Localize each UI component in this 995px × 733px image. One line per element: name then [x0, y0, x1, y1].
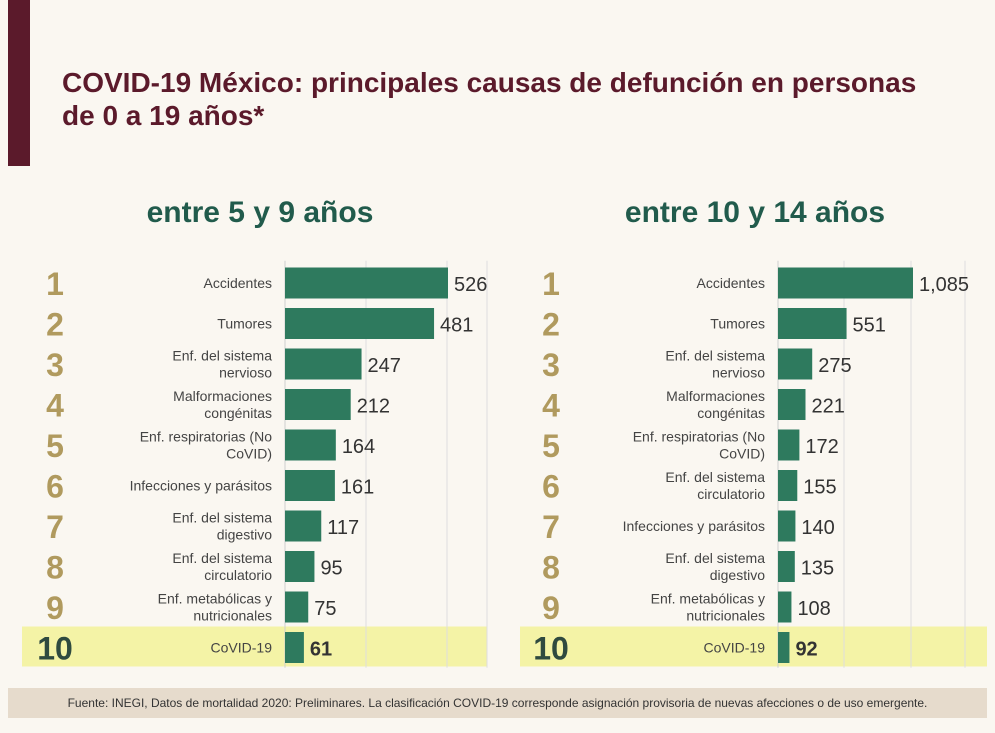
rank-number: 1 [542, 266, 560, 302]
highlight-band [22, 626, 487, 667]
rank-number: 4 [46, 388, 64, 424]
category-label: Enf. respiratorias (No CoVID) [140, 429, 272, 462]
bar [778, 429, 800, 461]
value-label: 481 [440, 315, 473, 337]
bar [285, 591, 309, 623]
bar [285, 470, 335, 501]
category-label: Enf. respiratorias (No CoVID) [633, 429, 765, 462]
value-label: 135 [801, 558, 834, 580]
rank-number: 9 [46, 590, 64, 626]
rank-number: 6 [542, 469, 560, 505]
bar [778, 308, 847, 339]
chart-5-9: 1 Accidentes 526 2 Tumores 481 3 Enf. del siste… [22, 260, 488, 668]
category-label: Infecciones y parásitos [623, 518, 765, 534]
value-label: 95 [320, 558, 342, 580]
bar [285, 510, 322, 542]
bar [285, 551, 315, 582]
category-label: Enf. del sistema digestivo [172, 510, 272, 543]
bar [285, 267, 448, 299]
bar [778, 267, 913, 299]
category-label: Enf. del sistema nervioso [172, 348, 272, 381]
bar [285, 389, 351, 420]
value-label: 551 [853, 315, 886, 337]
category-label: Malformaciones congénitas [173, 388, 272, 421]
highlight-band [520, 626, 987, 667]
chart-title-5-9: entre 5 y 9 años [146, 196, 374, 229]
value-label: 221 [811, 396, 844, 418]
category-label: CoVID-19 [211, 640, 273, 656]
category-label: Enf. del sistema circulatorio [665, 469, 765, 502]
category-label: Enf. metabólicas y nutricionales [158, 591, 272, 624]
value-label: 108 [797, 598, 830, 620]
value-label: 155 [803, 477, 836, 499]
value-label: 526 [454, 274, 487, 296]
value-label: 75 [314, 598, 336, 620]
rank-number: 10 [533, 631, 569, 667]
bar [778, 389, 806, 420]
category-label: Malformaciones congénitas [666, 388, 765, 421]
rank-number: 5 [46, 428, 64, 464]
category-label: Enf. del sistema nervioso [665, 348, 765, 381]
bar [285, 632, 304, 663]
category-label: Enf. metabólicas y nutricionales [651, 591, 765, 624]
source-note: Fuente: INEGI, Datos de mortalidad 2020:… [8, 688, 987, 718]
rank-number: 2 [46, 307, 64, 343]
rank-number: 6 [46, 469, 64, 505]
value-label: 92 [795, 639, 817, 661]
rank-number: 8 [542, 550, 560, 586]
rank-number: 5 [542, 428, 560, 464]
value-label: 1,085 [919, 274, 969, 296]
value-label: 172 [805, 436, 838, 458]
value-label: 275 [818, 355, 851, 377]
rank-number: 4 [542, 388, 560, 424]
rank-number: 8 [46, 550, 64, 586]
category-label: Infecciones y parásitos [130, 478, 272, 494]
rank-number: 2 [542, 307, 560, 343]
rank-number: 3 [46, 347, 64, 383]
bar [285, 348, 362, 380]
rank-number: 10 [37, 631, 73, 667]
bar [285, 429, 336, 461]
value-label: 140 [801, 517, 834, 539]
value-label: 212 [357, 396, 390, 418]
bar [778, 551, 795, 582]
rank-number: 7 [542, 509, 560, 545]
category-label: Enf. del sistema circulatorio [172, 550, 272, 583]
bar [778, 510, 796, 542]
bar [778, 470, 798, 501]
rank-number: 1 [46, 266, 64, 302]
rank-number: 9 [542, 590, 560, 626]
value-label: 61 [310, 639, 332, 661]
category-label: Accidentes [204, 275, 272, 291]
accent-bar [8, 0, 30, 166]
bar [778, 632, 790, 663]
bar [285, 308, 435, 339]
chart-title-10-14: entre 10 y 14 años [624, 196, 886, 229]
category-label: CoVID-19 [704, 640, 766, 656]
category-label: Enf. del sistema digestivo [665, 550, 765, 583]
page-title: COVID-19 México: principales causas de d… [62, 67, 917, 131]
value-label: 117 [327, 517, 359, 539]
value-label: 164 [342, 436, 375, 458]
bar [778, 591, 792, 623]
bar [778, 348, 813, 380]
category-label: Accidentes [697, 275, 765, 291]
category-label: Tumores [217, 316, 272, 332]
value-label: 161 [341, 477, 374, 499]
chart-10-14: 1 Accidentes 1,085 2 Tumores 551 3 Enf. del sis… [520, 260, 987, 668]
rank-number: 7 [46, 509, 64, 545]
rank-number: 3 [542, 347, 560, 383]
category-label: Tumores [710, 316, 765, 332]
value-label: 247 [368, 355, 401, 377]
